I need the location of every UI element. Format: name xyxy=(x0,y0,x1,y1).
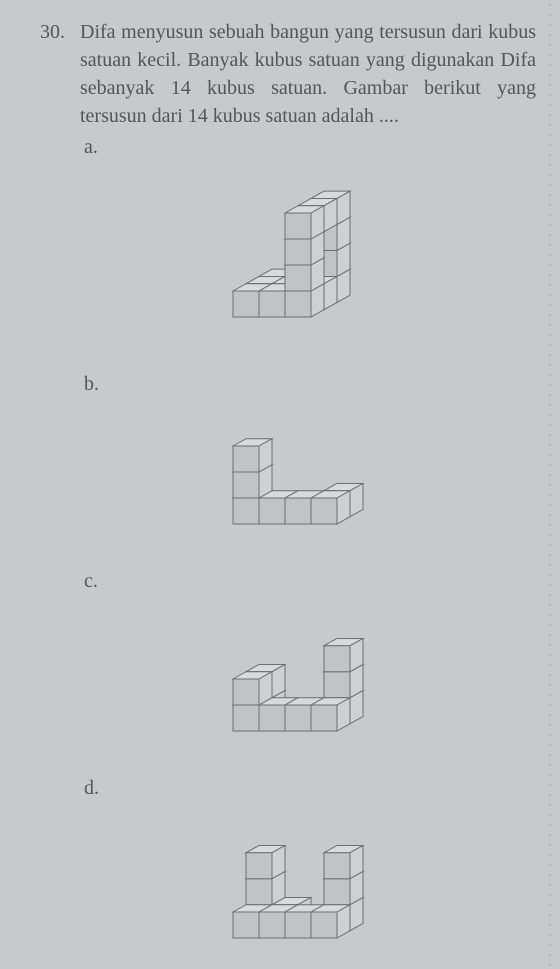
figure-c-wrap xyxy=(80,597,536,771)
right-dotted-border xyxy=(546,0,554,969)
figure-c xyxy=(193,601,423,761)
options: a. b. c. d. xyxy=(80,136,536,969)
figure-d xyxy=(193,808,423,968)
question-number: 30. xyxy=(40,18,80,46)
figure-b xyxy=(193,404,423,554)
option-b-label: b. xyxy=(80,373,536,396)
option-b: b. xyxy=(80,373,536,564)
figure-d-wrap xyxy=(80,804,536,969)
figure-a xyxy=(193,167,423,357)
question-text: Difa menyusun sebuah bangun yang tersusu… xyxy=(80,18,536,130)
page: 30. Difa menyusun sebuah bangun yang ter… xyxy=(0,0,560,969)
figure-a-wrap xyxy=(80,163,536,367)
option-c-label: c. xyxy=(80,570,536,593)
option-c: c. xyxy=(80,570,536,771)
option-d: d. xyxy=(80,777,536,969)
option-a: a. xyxy=(80,136,536,367)
figure-b-wrap xyxy=(80,400,536,564)
question-row: 30. Difa menyusun sebuah bangun yang ter… xyxy=(40,18,536,130)
option-a-label: a. xyxy=(80,136,536,159)
option-d-label: d. xyxy=(80,777,536,800)
